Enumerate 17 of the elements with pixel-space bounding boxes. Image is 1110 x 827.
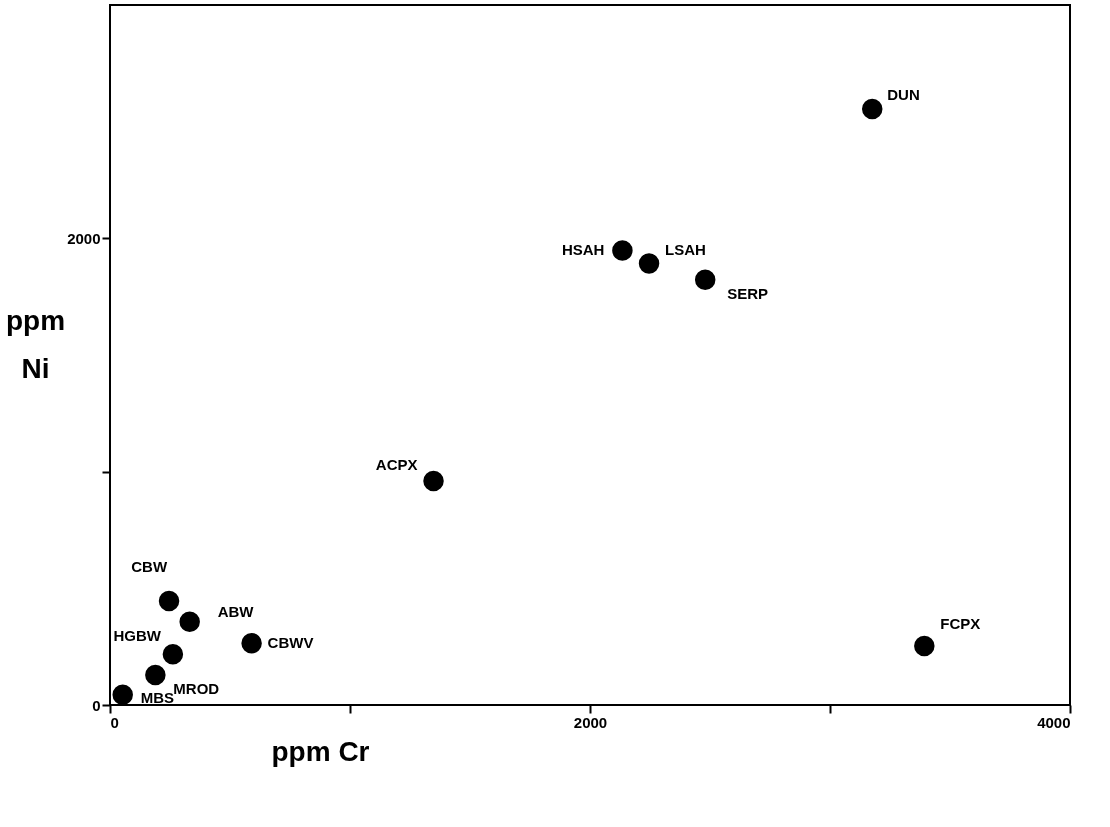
annotation: CBW xyxy=(131,557,168,575)
annotation: LSAH xyxy=(665,240,706,258)
annotation: FCPX xyxy=(940,614,981,632)
x-tick-label: 0 xyxy=(110,713,119,731)
annotation: HSAH xyxy=(561,241,605,259)
annotation: MBS xyxy=(140,688,175,706)
x-tick-label: 2000 xyxy=(573,713,608,731)
annotation: ACPX xyxy=(375,456,418,473)
y-axis-title: ppm Ni xyxy=(5,304,66,384)
x-axis-title: ppm Cr xyxy=(271,735,370,767)
annotation: CBWV xyxy=(267,634,314,652)
annotation: ABW xyxy=(217,602,255,620)
annotation: MROD xyxy=(173,679,220,697)
annotation: SERP xyxy=(727,284,769,302)
annotation: DUN xyxy=(887,86,920,104)
x-tick-label: 4000 xyxy=(1037,713,1071,731)
annotation: HGBW xyxy=(113,627,162,645)
